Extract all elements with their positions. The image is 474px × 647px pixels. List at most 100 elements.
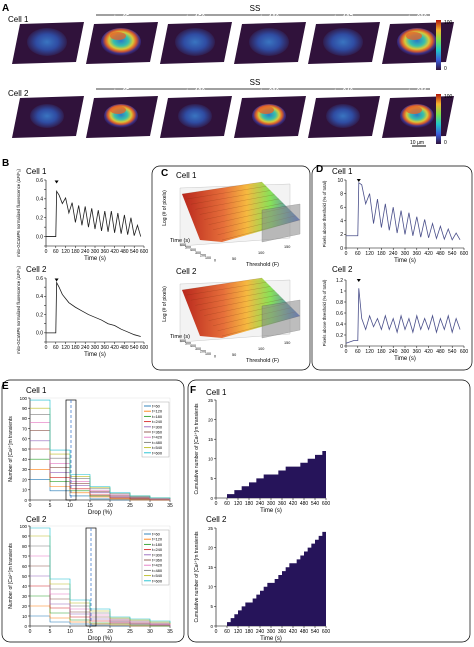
b1-y-tick-label: 0.4	[36, 197, 43, 203]
a-tile: t = 1 s	[12, 89, 84, 138]
c1-time-tick: 100	[205, 256, 211, 260]
b1-ylabel: mito-GCaMP6 normalized fluorescence (ΔF/…	[16, 168, 21, 256]
a-tile-cell	[30, 104, 64, 128]
d1-x-tick-label: 480	[436, 251, 445, 257]
e1-series-t=600	[30, 399, 171, 499]
b1-y-tick-label: 0.6	[36, 178, 43, 184]
f2-y-tick-label: 25	[208, 526, 213, 531]
b2-y-tick-label: 0.2	[36, 312, 43, 318]
d2-x-tick-label: 180	[377, 349, 386, 355]
a-tile-time: t = 1 s	[42, 89, 59, 95]
panel-label-d: D	[316, 164, 323, 175]
d-plots: 0 60 120 180 240 300 360 420 480 540 6001086420Pix…	[311, 165, 473, 371]
a-tile-time: t = 1 s	[42, 15, 59, 21]
panel-d: D Cell 1 Cell 2 0 60 120 180 240 300 360 420 480…	[311, 164, 473, 371]
d2-x-tick-label: 360	[413, 349, 422, 355]
f1-x-tick-label: 240	[256, 501, 265, 507]
f2-x-tick-label: 480	[300, 629, 309, 635]
e2-y-tick-label: 80	[22, 544, 27, 549]
e1-ylabel: Number of [Ca²⁺]m transients	[8, 416, 14, 482]
a-ss-label-2: SS	[250, 78, 261, 87]
d2-y-tick-label: 0	[340, 344, 343, 350]
c1-surface-ridge	[195, 194, 275, 210]
e2-x-tick-label: 10	[67, 629, 73, 635]
f-cell2-label: Cell 2	[206, 515, 227, 524]
c2-time-tick: 100	[205, 352, 211, 356]
f1-y-tick-label: 0	[211, 496, 214, 501]
f2-y-tick-label: 10	[208, 585, 213, 590]
e2-ylabel: Number of [Ca²⁺]m transients	[8, 543, 14, 609]
d1-trace	[346, 181, 461, 241]
b2-xlabel: Time (s)	[84, 352, 106, 358]
e1-x-tick-label: 15	[87, 503, 93, 509]
a-tile-hotspot	[258, 106, 274, 114]
e1-y-tick-label: 70	[22, 426, 27, 431]
c1-time-tick: 500	[185, 246, 191, 250]
a-tile-cell	[175, 28, 215, 56]
d1-xlabel: Time (s)	[394, 258, 416, 264]
a-tile-hotspot	[406, 106, 422, 114]
d1-ylabel: Pixels above threshold (% of total)	[322, 180, 327, 247]
e2-y-tick-label: 10	[22, 614, 27, 619]
f1-x-tick-label: 480	[300, 501, 309, 507]
b2-stimulus-marker	[54, 278, 59, 282]
a-tile-time: t = 65 s	[114, 15, 134, 21]
d1-x-tick-label: 120	[365, 251, 374, 257]
e2-x-tick-label: 30	[147, 629, 153, 635]
c1-threshold-label: Threshold (F)	[246, 262, 279, 268]
d2-x-tick-label: 600	[460, 349, 469, 355]
d2-y-tick-label: 1.2	[336, 278, 343, 284]
d1-x-tick-label: 360	[413, 251, 422, 257]
panel-label-c: C	[161, 168, 168, 179]
c2-surface-ridge	[190, 286, 271, 301]
d1-x-tick-label: 540	[448, 251, 457, 257]
d2-ylabel: Pixels above threshold (% of total)	[322, 279, 327, 346]
e2-legend-label: t=360	[152, 558, 163, 563]
e1-legend-label: t=420	[152, 435, 163, 440]
f2-x-tick-label: 360	[278, 629, 287, 635]
d1-y-tick-label: 0	[340, 246, 343, 252]
b1-x-tick-label: 420	[110, 249, 119, 255]
c1-threshold-tick: 50	[232, 257, 236, 261]
f2-x-tick-label: 120	[234, 629, 243, 635]
b1-x-tick-label: 120	[61, 249, 70, 255]
e1-x-tick-label: 0	[29, 503, 32, 509]
e1-y-tick-label: 30	[22, 467, 27, 472]
a-colorbar-2	[436, 94, 441, 144]
a-tile-time: t = 160 s	[260, 15, 283, 21]
f1-y-tick-label: 5	[211, 476, 214, 481]
a-tile: t = 346 s	[308, 89, 380, 138]
c2-threshold-tick: 50	[232, 353, 236, 357]
f-cell1-label: Cell 1	[206, 388, 227, 397]
b1-x-tick-label: 60	[53, 249, 59, 255]
f2-xlabel: Time (s)	[260, 636, 282, 642]
e-cell1-label: Cell 1	[26, 386, 47, 395]
f2-x-tick-label: 0	[215, 629, 218, 635]
a-tile: t = 160 s	[234, 15, 306, 64]
b1-trace	[46, 190, 142, 237]
d1-x-tick-label: 600	[460, 251, 469, 257]
panel-f: F Cell 1 Cell 2 0 60 120 180 240 300 360 420 480…	[187, 379, 471, 643]
c1-surface-ridge	[190, 190, 271, 205]
f2-x-tick-label: 180	[245, 629, 254, 635]
e2-legend-label: t=180	[152, 542, 163, 547]
c1-threshold-tick: 150	[284, 245, 290, 249]
e-cell2-label: Cell 2	[26, 515, 47, 524]
c2-threshold-tick: 100	[258, 347, 264, 351]
d2-y-tick-label: 0.8	[336, 300, 343, 306]
c2-time-tick: 600	[180, 339, 186, 343]
e-frame	[1, 379, 185, 643]
a-colorbar-1-max: 100	[444, 20, 453, 26]
e2-legend-label: t=300	[152, 552, 163, 557]
panel-label-a: A	[2, 3, 9, 14]
e1-legend-label: t=360	[152, 430, 163, 435]
c2-surface-ridge	[204, 298, 284, 316]
b-plots: 0 60 120 180 240 300 360 420 480 540 6000.60.40.20…	[16, 168, 148, 358]
b-cell2-label: Cell 2	[26, 265, 47, 274]
b2-x-tick-label: 300	[91, 345, 100, 351]
f2-y-tick-label: 5	[211, 604, 214, 609]
c2-time-tick: 0	[214, 355, 216, 359]
c1-zlabel: Log (# of pixels)	[162, 190, 168, 226]
